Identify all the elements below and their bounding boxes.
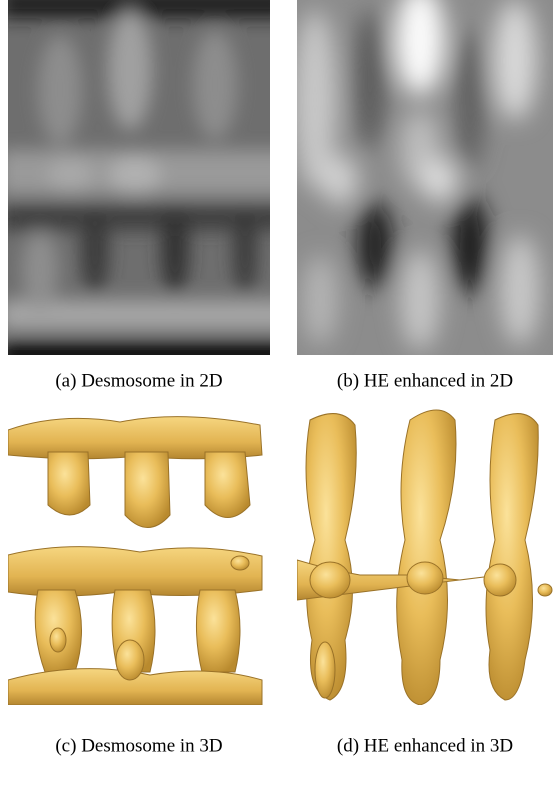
image-a bbox=[0, 0, 290, 370]
caption: (a) Desmosome in 2D bbox=[55, 370, 222, 391]
image-b bbox=[293, 0, 553, 355]
page: {"figure": {"subfigures": [ {"caption": … bbox=[0, 0, 553, 791]
caption: (c) Desmosome in 3D bbox=[55, 735, 222, 756]
caption: (b) HE enhanced in 2D bbox=[337, 370, 513, 391]
image-c bbox=[8, 417, 262, 705]
caption: (d) HE enhanced in 3D bbox=[337, 735, 513, 756]
image-d bbox=[297, 410, 552, 705]
figure: (a) Desmosome in 2D (b) HE enhanced in 2… bbox=[0, 0, 553, 791]
